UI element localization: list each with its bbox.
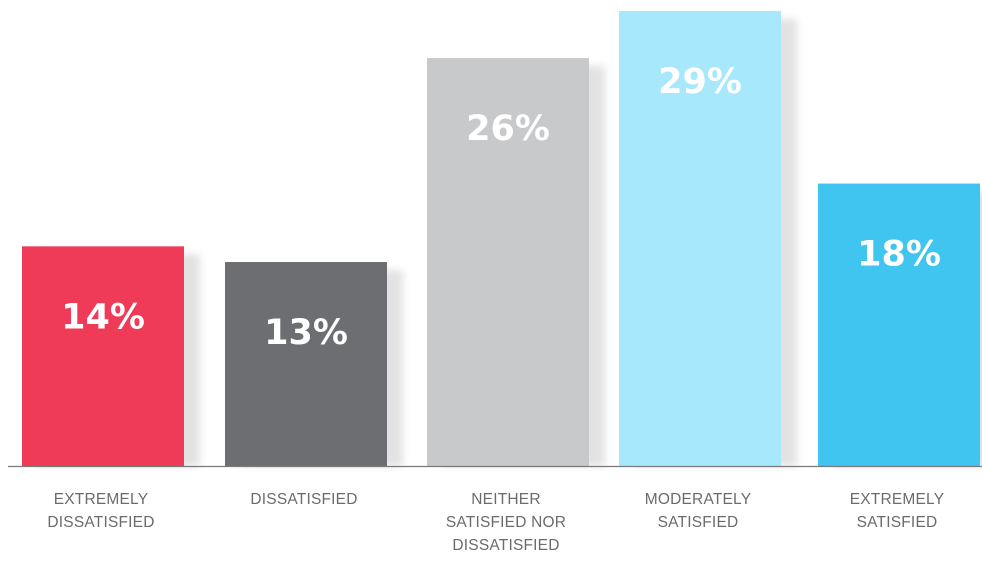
category-label: NEITHER SATISFIED NOR DISSATISFIED: [446, 491, 566, 554]
category-label-line: SATISFIED NOR: [446, 514, 566, 531]
category-label: EXTREMELY DISSATISFIED: [47, 491, 154, 531]
category-label-line: EXTREMELY: [54, 491, 149, 508]
bar-value-label: 18%: [857, 235, 941, 275]
bar: [619, 11, 781, 466]
bar-value-label: 13%: [264, 313, 348, 353]
category-label-line: DISSATISFIED: [250, 491, 357, 508]
bar: [22, 246, 184, 466]
bar: [427, 58, 589, 466]
category-label: DISSATISFIED: [250, 491, 357, 508]
category-label-line: EXTREMELY: [850, 491, 945, 508]
category-label-line: DISSATISFIED: [452, 537, 559, 554]
bar-value-label: 26%: [466, 109, 550, 149]
category-label: MODERATELY SATISFIED: [645, 491, 752, 531]
category-label-line: MODERATELY: [645, 491, 752, 508]
category-label: EXTREMELY SATISFIED: [850, 491, 945, 531]
bar-value-label: 14%: [61, 297, 145, 337]
category-label-line: SATISFIED: [658, 514, 739, 531]
bar: [818, 183, 980, 466]
category-label-line: NEITHER: [471, 491, 540, 508]
bar-value-label: 29%: [658, 62, 742, 102]
category-label-line: DISSATISFIED: [47, 514, 154, 531]
bar: [225, 262, 387, 466]
bars: 14% 13% 26% 29% 18%: [22, 11, 980, 466]
category-label-line: SATISFIED: [857, 514, 938, 531]
